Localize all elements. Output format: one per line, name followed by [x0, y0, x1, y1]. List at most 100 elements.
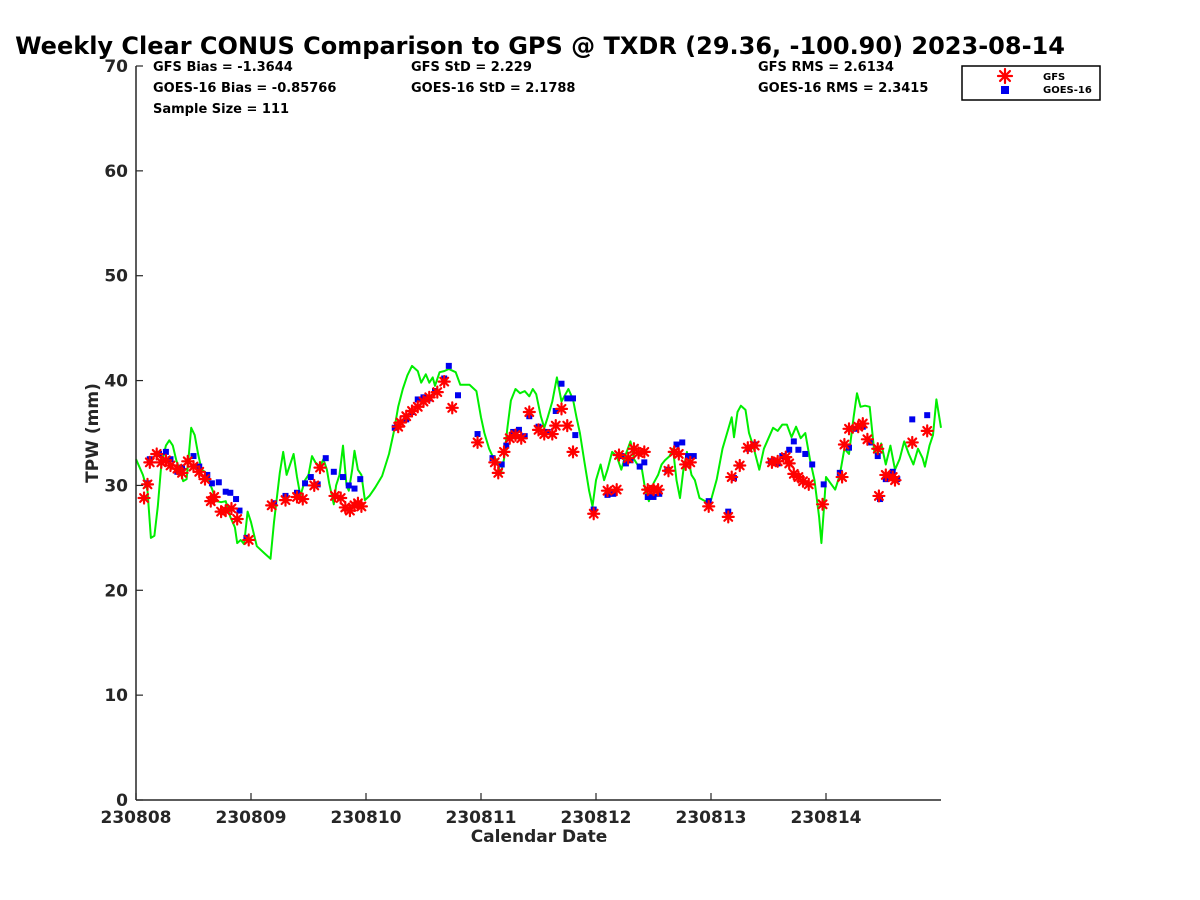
- legend-asterisk-icon: [996, 67, 1014, 85]
- goes-16-point: [564, 395, 571, 402]
- gfs-point: [888, 473, 902, 487]
- goes-16-point: [190, 453, 197, 460]
- gfs-point: [748, 438, 762, 453]
- goes-16-point: [345, 482, 352, 489]
- gfs-point: [422, 390, 436, 404]
- goes-16-point: [552, 407, 559, 414]
- y-tick-label: 50: [104, 267, 128, 287]
- gfs-point: [230, 512, 244, 526]
- x-tick-label: 230810: [331, 808, 402, 828]
- x-tick-label: 230808: [101, 808, 172, 828]
- goes-16-point: [236, 507, 243, 514]
- gfs-point: [313, 461, 327, 475]
- x-tick-label: 230809: [216, 808, 287, 828]
- gfs-point: [242, 533, 256, 547]
- gfs-point: [621, 451, 635, 465]
- gfs-point: [871, 442, 885, 456]
- sample-size-text: Sample Size = 111: [153, 102, 289, 117]
- goes-16-point: [204, 471, 211, 478]
- gfs-point: [610, 483, 624, 497]
- x-tick-label: 230813: [676, 808, 747, 828]
- goes-16-point: [455, 392, 461, 399]
- goes-16-point: [414, 396, 421, 403]
- goes-16-point: [877, 496, 884, 503]
- legend-goes-label: GOES-16: [1043, 85, 1092, 96]
- gfs-point: [637, 445, 651, 459]
- gfs-point: [837, 437, 852, 452]
- goes-16-point: [679, 439, 686, 446]
- gfs-point: [265, 498, 279, 512]
- goes-16-point: [786, 446, 793, 453]
- axes: [135, 66, 941, 801]
- goes-16-point: [622, 460, 629, 467]
- goes-16-point: [351, 485, 358, 492]
- goes-16-point: [222, 488, 229, 495]
- gfs-point: [514, 431, 528, 445]
- gfs-std-text: GFS StD = 2.229: [411, 60, 532, 75]
- goes-16-point: [515, 426, 522, 433]
- goes-16-point: [656, 490, 663, 497]
- gfs-point: [307, 478, 321, 493]
- gfs-bias-text: GFS Bias = -1.3644: [153, 60, 293, 75]
- goes-16-point: [924, 412, 931, 419]
- goes-16-point: [215, 479, 222, 486]
- gfs-point: [661, 464, 676, 478]
- y-tick-label: 60: [104, 162, 128, 182]
- goes-16-point: [227, 489, 234, 496]
- goes-16-point: [330, 468, 337, 475]
- goes-16-point: [503, 442, 510, 449]
- goes-16-point: [162, 448, 169, 455]
- gfs-point: [815, 497, 830, 511]
- gfs-point: [560, 419, 574, 433]
- gfs-point: [612, 448, 626, 462]
- goes-16-point: [820, 481, 827, 488]
- gfs-point: [445, 401, 459, 415]
- gfs-point: [872, 489, 886, 503]
- gfs-point: [143, 455, 157, 469]
- legend-goes-marker: [1001, 86, 1009, 94]
- gfs-point: [725, 470, 739, 484]
- goes-16-point: [233, 496, 240, 503]
- goes-16-point: [322, 455, 329, 462]
- stats-block: GFS Bias = -1.3644 GOES-16 Bias = -0.857…: [153, 60, 928, 117]
- goes-16-point: [489, 455, 496, 462]
- goes-16-point: [690, 453, 697, 460]
- gfs-point: [488, 455, 502, 469]
- goes-16-point: [795, 446, 802, 453]
- gps-line: [135, 364, 942, 560]
- gfs-point: [437, 375, 451, 389]
- y-axis-label: TPW (mm): [83, 383, 103, 483]
- goes-16-point: [673, 441, 680, 448]
- goes-std-text: GOES-16 StD = 2.1788: [411, 81, 575, 96]
- gfs-point: [224, 501, 239, 516]
- gfs-point: [554, 402, 569, 416]
- goes-16-point: [874, 453, 881, 460]
- goes-16-point: [498, 461, 505, 468]
- gfs-point: [856, 416, 870, 431]
- gfs-point: [140, 477, 155, 491]
- legend: GFS GOES-16: [961, 65, 1101, 101]
- gfs-point: [860, 432, 875, 446]
- chart-title: Weekly Clear CONUS Comparison to GPS @ T…: [15, 32, 1065, 60]
- y-tick-label: 10: [104, 686, 128, 706]
- legend-square-icon: [1001, 86, 1009, 94]
- legend-gfs-label: GFS: [1043, 72, 1065, 83]
- gfs-point: [207, 490, 221, 504]
- goes-16-point: [802, 450, 809, 457]
- legend-box: [961, 65, 1101, 101]
- gfs-rms-text: GFS RMS = 2.6134: [758, 60, 894, 75]
- goes-16-point: [302, 480, 309, 487]
- goes-16-point: [641, 459, 648, 466]
- gfs-point: [522, 405, 536, 419]
- gfs-point: [802, 477, 816, 491]
- gfs-point: [334, 491, 348, 505]
- gfs-point: [137, 491, 151, 505]
- goes-16-point: [909, 416, 916, 423]
- plot-area: [135, 362, 942, 560]
- y-tick-label: 40: [104, 372, 128, 392]
- goes-16-point: [340, 474, 346, 481]
- x-tick-label: 230811: [446, 808, 517, 828]
- goes-16-point: [790, 438, 797, 445]
- goes-16-point: [572, 432, 579, 439]
